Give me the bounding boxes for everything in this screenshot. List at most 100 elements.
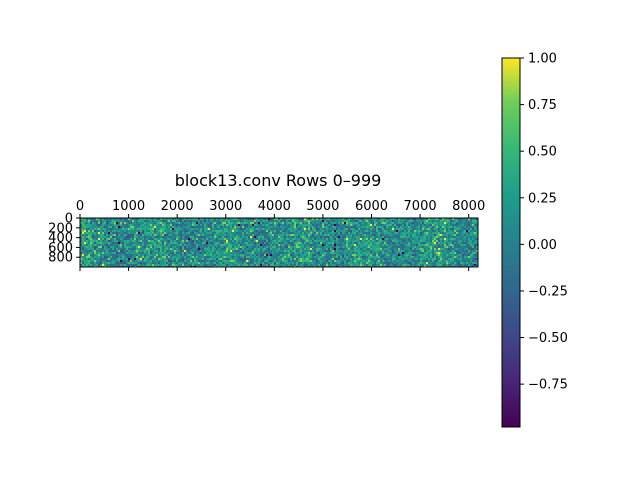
- heatmap-cell: [442, 260, 444, 262]
- heatmap-cell: [414, 256, 416, 258]
- heatmap-cell: [86, 228, 88, 230]
- heatmap-cell: [414, 242, 416, 244]
- heatmap-cell: [268, 236, 270, 238]
- heatmap-cell: [102, 228, 104, 230]
- heatmap-cell: [330, 228, 332, 230]
- heatmap-cell: [194, 230, 196, 232]
- heatmap-cell: [180, 238, 182, 240]
- heatmap-cell: [438, 228, 440, 230]
- heatmap-cell: [386, 218, 388, 220]
- heatmap-cell: [118, 238, 120, 240]
- heatmap-cell: [236, 220, 238, 222]
- heatmap-cell: [368, 226, 370, 228]
- heatmap-cell: [470, 248, 472, 250]
- heatmap-cell: [352, 248, 354, 250]
- heatmap-cell: [394, 244, 396, 246]
- heatmap-cell: [362, 234, 364, 236]
- heatmap-cell: [118, 246, 120, 248]
- heatmap-cell: [440, 224, 442, 226]
- heatmap-cell: [226, 240, 228, 242]
- heatmap-cell: [324, 218, 326, 220]
- heatmap-cell: [186, 230, 188, 232]
- heatmap-cell: [328, 260, 330, 262]
- heatmap-cell: [222, 256, 224, 258]
- heatmap-cell: [408, 252, 410, 254]
- heatmap-cell: [198, 224, 200, 226]
- heatmap-cell: [414, 258, 416, 260]
- heatmap-cell: [126, 264, 128, 266]
- heatmap-cell: [276, 244, 278, 246]
- heatmap-cell: [176, 222, 178, 224]
- heatmap-cell: [206, 242, 208, 244]
- heatmap-cell: [194, 228, 196, 230]
- heatmap-cell: [204, 252, 206, 254]
- heatmap-cell: [266, 262, 268, 264]
- heatmap-cell: [286, 242, 288, 244]
- heatmap-cell: [212, 262, 214, 264]
- heatmap-cell: [212, 236, 214, 238]
- heatmap-cell: [188, 220, 190, 222]
- heatmap-cell: [442, 264, 444, 266]
- heatmap-cell: [318, 234, 320, 236]
- heatmap-cell: [448, 254, 450, 256]
- heatmap-cell: [464, 220, 466, 222]
- heatmap-cell: [356, 250, 358, 252]
- heatmap-cell: [234, 252, 236, 254]
- heatmap-cell: [334, 218, 336, 220]
- heatmap-cell: [136, 226, 138, 228]
- heatmap-cell: [366, 252, 368, 254]
- heatmap-cell: [236, 226, 238, 228]
- heatmap-cell: [184, 250, 186, 252]
- heatmap-cell: [408, 262, 410, 264]
- heatmap-cell: [154, 240, 156, 242]
- heatmap-cell: [98, 228, 100, 230]
- heatmap-cell: [122, 226, 124, 228]
- heatmap-cell: [416, 224, 418, 226]
- heatmap-cell: [430, 256, 432, 258]
- heatmap-cell: [406, 228, 408, 230]
- heatmap-cell: [446, 238, 448, 240]
- heatmap-cell: [362, 236, 364, 238]
- heatmap-cell: [328, 228, 330, 230]
- heatmap-cell: [220, 260, 222, 262]
- heatmap-cell: [438, 254, 440, 256]
- heatmap-cell: [128, 260, 130, 262]
- heatmap-cell: [188, 258, 190, 260]
- heatmap-cell: [124, 222, 126, 224]
- heatmap-cell: [298, 228, 300, 230]
- heatmap-cell: [412, 252, 414, 254]
- heatmap-cell: [418, 232, 420, 234]
- heatmap-cell: [462, 234, 464, 236]
- heatmap-cell: [170, 254, 172, 256]
- heatmap-cell: [108, 254, 110, 256]
- heatmap-cell: [228, 226, 230, 228]
- heatmap-cell: [416, 232, 418, 234]
- heatmap-cell: [158, 242, 160, 244]
- heatmap-cell: [240, 256, 242, 258]
- heatmap-cell: [152, 260, 154, 262]
- heatmap-cell: [250, 228, 252, 230]
- heatmap-cell: [430, 228, 432, 230]
- heatmap-cell: [456, 230, 458, 232]
- heatmap-cell: [364, 222, 366, 224]
- heatmap-cell: [140, 232, 142, 234]
- heatmap-cell: [420, 230, 422, 232]
- heatmap-cell: [246, 226, 248, 228]
- heatmap-cell: [198, 238, 200, 240]
- heatmap-cell: [286, 250, 288, 252]
- heatmap-cell: [286, 260, 288, 262]
- heatmap-cell: [406, 240, 408, 242]
- heatmap-cell: [108, 234, 110, 236]
- heatmap-cell: [400, 254, 402, 256]
- heatmap-cell: [464, 260, 466, 262]
- heatmap-cell: [258, 228, 260, 230]
- heatmap-cell: [352, 236, 354, 238]
- heatmap-cell: [110, 226, 112, 228]
- heatmap-cell: [298, 248, 300, 250]
- heatmap-cell: [160, 220, 162, 222]
- heatmap-cell: [196, 234, 198, 236]
- heatmap-cell: [452, 244, 454, 246]
- heatmap-cell: [402, 250, 404, 252]
- heatmap-cell: [332, 246, 334, 248]
- heatmap-cell: [472, 230, 474, 232]
